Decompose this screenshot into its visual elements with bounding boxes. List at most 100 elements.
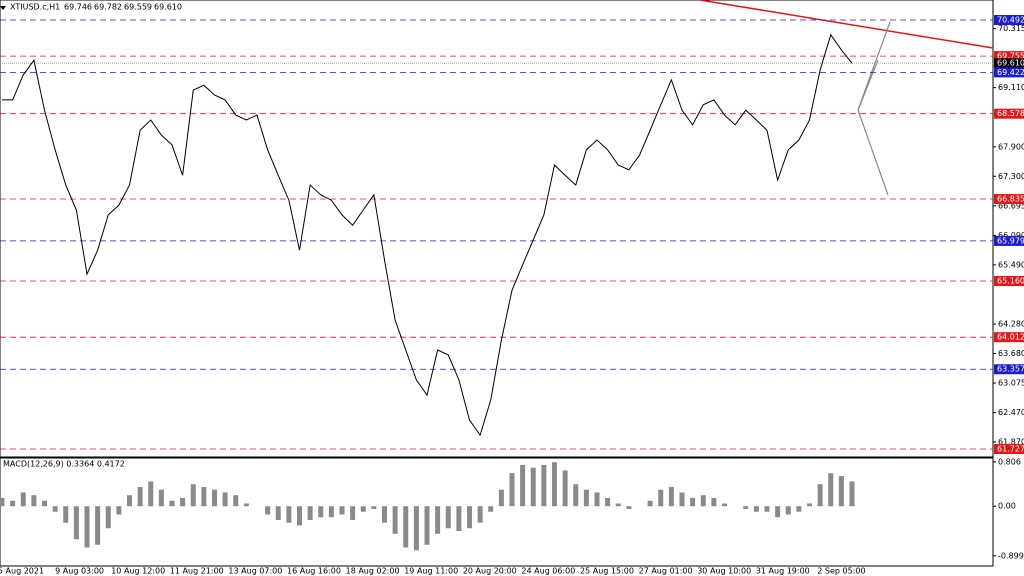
y-tick-label: 63.075 (998, 379, 1024, 388)
macd-bar (20, 492, 26, 507)
macd-bar (509, 473, 515, 507)
macd-bar (286, 506, 292, 523)
macd-bar (520, 464, 526, 507)
y-tick-label: 67.900 (998, 142, 1024, 151)
macd-bar (243, 503, 249, 507)
x-tick-label: 9 Aug 03:00 (55, 567, 104, 576)
macd-bar (445, 506, 451, 529)
macd-bar (647, 500, 653, 507)
level-label: 69.610 (997, 59, 1024, 68)
macd-bar (753, 506, 759, 512)
level-box (994, 15, 1024, 26)
macd-bar (382, 506, 387, 523)
y-tick-label: 67.300 (998, 172, 1024, 181)
macd-bar (158, 489, 164, 507)
level-label: 68.578 (997, 109, 1024, 118)
y-tick-label: 63.680 (998, 349, 1024, 358)
macd-bar (838, 475, 844, 507)
macd-bar (52, 506, 58, 512)
macd-bar (626, 506, 632, 509)
y-tick-label: 62.470 (998, 408, 1024, 417)
macd-bar (307, 506, 313, 520)
level-box (994, 58, 1024, 69)
macd-bar (530, 467, 536, 507)
level-box (994, 67, 1024, 78)
y-tick-label: 65.490 (998, 260, 1024, 269)
arrow (857, 59, 879, 111)
x-tick-label: 31 Aug 19:00 (756, 567, 810, 576)
macd-bar (222, 492, 228, 507)
macd-bar (658, 489, 664, 507)
macd-bar (605, 497, 611, 507)
macd-bar (339, 506, 345, 515)
macd-bar (0, 497, 5, 507)
level-box (994, 332, 1024, 343)
macd-bar (541, 464, 547, 507)
macd-bar (63, 506, 69, 523)
macd-bar (743, 506, 749, 509)
macd-bar (690, 497, 696, 507)
macd-bar (10, 500, 16, 507)
level-label: 69.422 (997, 68, 1024, 77)
macd-bar (201, 486, 207, 507)
arrow (857, 109, 889, 196)
x-tick-label: 11 Aug 21:00 (170, 567, 224, 576)
macd-bar (849, 481, 855, 507)
macd-bar (552, 462, 557, 507)
macd-bar (488, 506, 494, 512)
macd-bar (265, 506, 271, 515)
macd-bar (477, 506, 483, 523)
symbol: XTIUSD.c,H1 (10, 3, 60, 12)
macd-bar (190, 484, 196, 507)
macd-bar (169, 500, 175, 507)
macd-bar (435, 506, 441, 534)
ohlc: 69.559 (124, 3, 152, 12)
x-tick-label: 30 Aug 10:00 (697, 567, 751, 576)
y-tick-label: 0.806 (998, 457, 1021, 466)
y-tick-label: 69.110 (998, 83, 1024, 92)
x-tick-label: 5 Aug 2021 (0, 567, 44, 576)
macd-bar (583, 489, 589, 507)
macd-bar (615, 503, 621, 507)
main-panel (0, 0, 994, 458)
level-box (994, 235, 1024, 246)
macd-bar (127, 495, 132, 507)
macd-bar (116, 506, 122, 515)
y-tick-label: 61.870 (998, 438, 1024, 447)
macd-bar (498, 489, 504, 507)
level-box (994, 444, 1024, 455)
x-tick-label: 2 Sep 05:00 (817, 567, 865, 576)
macd-bar (796, 506, 802, 512)
macd-bar (785, 506, 791, 515)
x-tick-label: 16 Aug 16:00 (287, 567, 341, 576)
x-tick-label: 20 Aug 20:00 (463, 567, 517, 576)
macd-bar (562, 470, 568, 507)
macd-bar (360, 506, 366, 512)
macd-bar (212, 489, 217, 507)
macd-bar (403, 506, 409, 548)
macd-bar (764, 506, 770, 512)
level-label: 66.835 (997, 195, 1024, 204)
macd-bar (275, 506, 281, 520)
y-tick-label: 64.280 (998, 320, 1024, 329)
y-tick-label: 70.315 (998, 24, 1024, 33)
x-tick-label: 10 Aug 12:00 (111, 567, 165, 576)
macd-bar (42, 500, 47, 507)
x-tick-label: 19 Aug 11:00 (404, 567, 458, 576)
x-tick-label: 27 Aug 01:00 (639, 567, 693, 576)
macd-bar (84, 506, 90, 548)
macd-bar (456, 506, 462, 531)
macd-bar (711, 497, 717, 507)
x-tick-label: 13 Aug 07:00 (228, 567, 282, 576)
level-label: 70.492 (997, 16, 1024, 25)
y-tick-label: -0.8998 (998, 551, 1024, 560)
macd-bar (807, 503, 812, 507)
macd-bar (350, 506, 356, 520)
ohlc: 69.746 (64, 3, 92, 12)
level-label: 65.160 (997, 276, 1024, 285)
level-box (994, 51, 1024, 62)
macd-bar (467, 506, 472, 529)
menu-arrow (0, 6, 6, 10)
macd-bar (392, 506, 398, 534)
